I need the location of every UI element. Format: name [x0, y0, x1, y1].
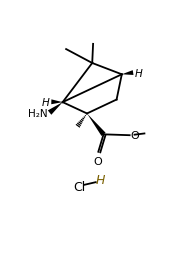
Polygon shape: [87, 114, 106, 136]
Polygon shape: [122, 71, 133, 76]
Text: O: O: [130, 130, 139, 140]
Text: H: H: [42, 97, 50, 107]
Polygon shape: [51, 100, 63, 105]
Polygon shape: [48, 103, 63, 115]
Text: Cl: Cl: [73, 180, 85, 193]
Text: H₂N: H₂N: [28, 108, 48, 118]
Text: O: O: [94, 156, 102, 166]
Text: H: H: [95, 173, 105, 186]
Text: H: H: [135, 68, 143, 78]
